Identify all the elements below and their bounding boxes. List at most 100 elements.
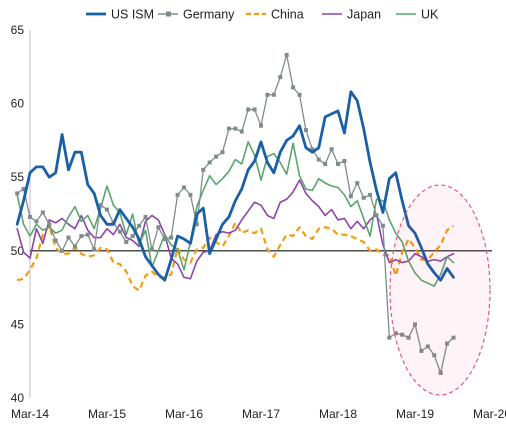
y-tick-label: 55 (11, 170, 25, 184)
legend-label: Japan (347, 8, 381, 22)
data-point-germany (98, 203, 103, 208)
data-point-germany (278, 75, 283, 80)
data-point-germany (40, 210, 45, 215)
data-point-germany (265, 92, 270, 97)
data-point-germany (368, 192, 373, 197)
data-point-germany (72, 244, 77, 249)
data-point-germany (329, 147, 334, 152)
data-point-germany (297, 92, 302, 97)
x-tick-label: Mar-18 (319, 407, 357, 421)
data-point-germany (432, 353, 437, 358)
series-germany (15, 53, 456, 375)
data-point-germany (284, 53, 289, 58)
legend-item-germany: Germany (158, 8, 235, 22)
data-point-germany (419, 348, 424, 353)
data-point-germany (130, 234, 135, 239)
legend-marker (166, 11, 171, 17)
data-point-germany (21, 186, 26, 191)
legend-label: China (271, 8, 304, 22)
data-point-germany (143, 214, 148, 219)
data-point-germany (53, 238, 58, 243)
data-point-germany (348, 194, 353, 199)
highlight-ellipse (389, 184, 491, 396)
annotation-layer (389, 184, 491, 396)
legend-item-china: China (246, 8, 304, 22)
data-point-germany (194, 222, 199, 227)
data-point-germany (15, 191, 20, 196)
series-line-us-ism (15, 90, 455, 282)
data-point-germany (226, 126, 231, 131)
data-point-germany (445, 341, 450, 346)
data-point-germany (214, 154, 219, 159)
y-tick-label: 65 (11, 23, 25, 37)
data-point-germany (162, 237, 167, 242)
data-point-germany (124, 239, 129, 244)
data-point-germany (85, 232, 90, 237)
data-point-germany (233, 126, 238, 131)
data-point-germany (355, 181, 360, 186)
data-point-germany (451, 335, 456, 340)
data-point-germany (323, 161, 328, 166)
data-point-germany (92, 247, 97, 252)
x-tick-label: Mar-17 (242, 407, 280, 421)
data-point-germany (310, 147, 315, 152)
data-point-germany (271, 92, 276, 97)
x-tick-label: Mar-14 (11, 407, 49, 421)
data-point-germany (413, 322, 417, 327)
legend-label: US ISM (111, 8, 154, 22)
data-point-germany (207, 160, 212, 165)
y-tick-label: 50 (11, 244, 25, 258)
legend-label: UK (421, 8, 439, 22)
legend-item-uk: UK (396, 8, 439, 22)
data-point-germany (374, 213, 379, 218)
data-point-germany (291, 85, 296, 90)
data-point-germany (60, 248, 65, 253)
axes: 40 45 50 55 60 65 Mar-14 Mar-15 Mar-16 Mar-17 Mar-… (11, 23, 506, 421)
data-point-germany (393, 331, 398, 336)
y-tick-label: 45 (11, 317, 25, 331)
data-point-germany (259, 123, 263, 128)
data-point-germany (188, 192, 193, 197)
data-point-germany (149, 247, 154, 252)
data-point-germany (342, 159, 347, 164)
data-point-germany (387, 335, 392, 340)
x-tick-label: Mar-20 (473, 407, 506, 421)
x-tick-label: Mar-19 (396, 407, 434, 421)
data-point-germany (156, 225, 161, 230)
series-us-ism (15, 90, 455, 282)
data-point-germany (252, 107, 257, 112)
data-point-germany (425, 344, 430, 349)
series-layer (15, 53, 456, 375)
y-tick-label: 60 (11, 97, 25, 111)
data-point-germany (47, 222, 52, 227)
legend-item-japan: Japan (322, 8, 381, 22)
data-point-germany (28, 214, 32, 219)
x-tick-label: Mar-15 (88, 407, 126, 421)
data-point-germany (406, 335, 411, 340)
data-point-germany (66, 235, 71, 240)
data-point-germany (175, 192, 180, 197)
series-japan (16, 179, 455, 280)
legend-item-us-ism: US ISM (86, 8, 154, 22)
series-line-china (16, 221, 455, 292)
series-line-japan (16, 179, 455, 280)
data-point-germany (117, 229, 122, 234)
series-china (16, 221, 455, 292)
data-point-germany (79, 234, 84, 239)
data-point-germany (182, 185, 186, 190)
y-tick-label: 40 (11, 391, 25, 405)
data-point-germany (239, 129, 244, 134)
x-tick-label: Mar-16 (165, 407, 203, 421)
data-point-germany (400, 332, 405, 337)
data-point-germany (201, 167, 206, 172)
data-point-germany (105, 207, 109, 212)
data-point-germany (336, 161, 340, 166)
legend: US ISM Germany China Japan UK (86, 8, 439, 22)
data-point-germany (137, 223, 142, 228)
data-point-germany (34, 219, 39, 224)
data-point-germany (380, 223, 385, 228)
data-point-germany (220, 150, 225, 155)
data-point-germany (246, 107, 251, 112)
